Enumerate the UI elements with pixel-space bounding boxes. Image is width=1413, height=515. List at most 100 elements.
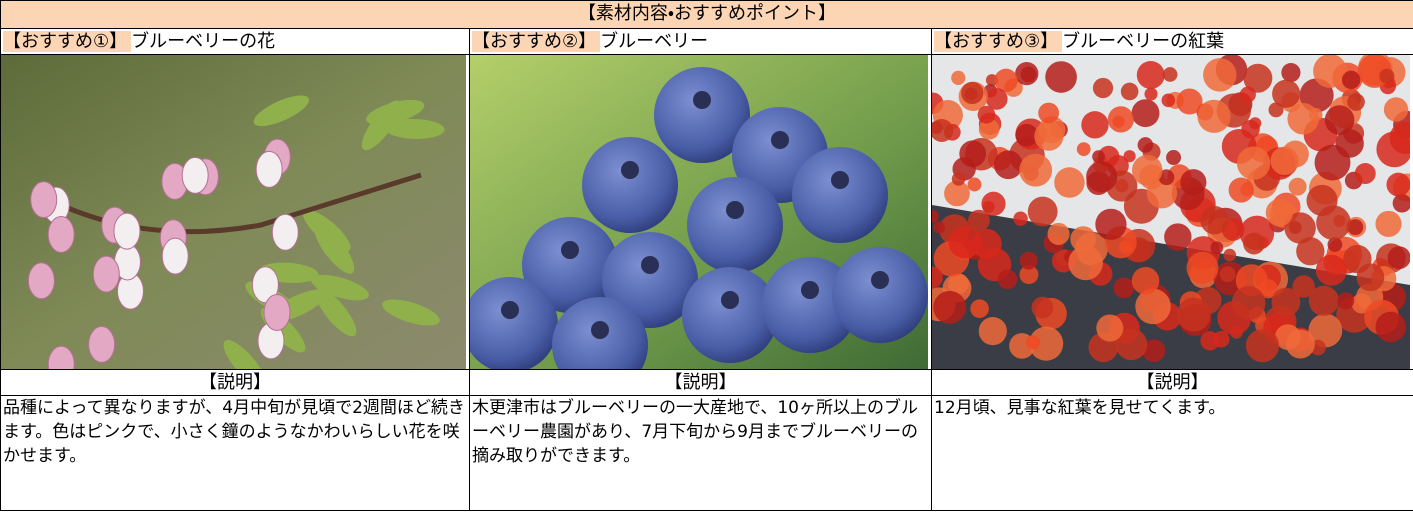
berry [687, 177, 783, 273]
foliage [1327, 237, 1343, 252]
foliage [1379, 68, 1395, 84]
column-title: 【おすすめ②】 ブルーベリー [469, 28, 932, 55]
foliage [1095, 208, 1127, 240]
blossom [181, 156, 209, 194]
foliage [1292, 275, 1315, 298]
leaf [361, 100, 401, 151]
foliage [933, 290, 967, 324]
foliage [1068, 245, 1103, 281]
foliage [1265, 198, 1294, 227]
berry [832, 247, 928, 343]
foliage [1200, 331, 1220, 351]
foliage [1020, 66, 1037, 83]
foliage [1045, 61, 1077, 93]
foliage [1158, 169, 1175, 186]
berry-crown [621, 161, 639, 179]
photo-cell [469, 54, 932, 370]
foliage [1137, 137, 1154, 153]
foliage [967, 177, 982, 192]
blossom [30, 181, 58, 219]
foliage [1324, 105, 1355, 135]
foliage [1249, 117, 1262, 130]
blossom [47, 215, 75, 253]
foliage [1176, 88, 1203, 115]
foliage [1296, 237, 1325, 266]
foliage [932, 118, 954, 143]
foliage [1135, 288, 1171, 325]
foliage [1131, 99, 1160, 128]
leaf [311, 274, 369, 301]
foliage [1243, 63, 1273, 93]
foliage [1245, 329, 1280, 363]
foliage [1034, 121, 1064, 151]
foliage [1274, 324, 1301, 350]
foliage [1271, 287, 1301, 317]
description: 品種によって異なりますが、4月中旬が見頃で2週間ほど続きます。色はピンクで、小さ… [0, 395, 470, 511]
foliage [1316, 205, 1351, 241]
foliage [948, 273, 969, 295]
foliage [1166, 150, 1182, 166]
berry [682, 267, 778, 363]
foliage [1281, 62, 1301, 83]
foliage [1375, 311, 1406, 343]
foliage [1231, 286, 1266, 320]
foliage [1161, 93, 1176, 108]
foliage [1019, 251, 1038, 270]
foliage [1164, 223, 1192, 251]
foliage [1219, 266, 1236, 283]
foliage [932, 209, 939, 223]
foliage [994, 68, 1018, 93]
foliage [985, 88, 1008, 110]
foliage [1389, 121, 1410, 155]
photo-cell [0, 54, 470, 370]
foliage [981, 191, 1006, 216]
foliage [1019, 153, 1053, 187]
berry-crown [561, 241, 579, 259]
title: ブルーベリー [600, 31, 709, 52]
foliage [1308, 313, 1343, 348]
berry [470, 277, 558, 369]
foliage [961, 81, 984, 105]
foliage [1027, 196, 1058, 227]
foliage [1113, 277, 1135, 299]
berry-crown [721, 291, 739, 309]
foliage [1029, 326, 1064, 361]
foliage [1341, 70, 1361, 90]
caption: 【説明】 [469, 369, 932, 396]
berry-crown [871, 271, 889, 289]
foliage [1387, 246, 1410, 270]
column-title: 【おすすめ①】 ブルーベリーの花 [0, 28, 470, 55]
foliage [1031, 296, 1054, 319]
foliage [1203, 58, 1237, 92]
foliage [1197, 99, 1231, 133]
foliage [1115, 328, 1148, 361]
berry-crown [693, 91, 711, 109]
foliage [978, 118, 1000, 140]
foliage [1054, 167, 1085, 198]
blossom [47, 345, 75, 369]
foliage [1142, 339, 1166, 363]
leaf [382, 299, 440, 326]
berry-crown [641, 256, 659, 274]
berry [792, 147, 888, 243]
foliage [1386, 172, 1410, 197]
berry-crown [726, 201, 744, 219]
foliage [1120, 82, 1139, 101]
foliage [1081, 111, 1109, 139]
foliage [951, 70, 966, 85]
foliage [1287, 103, 1319, 135]
foliage [1356, 263, 1385, 292]
foliage [1146, 177, 1178, 209]
berry [582, 137, 678, 233]
foliage [1047, 222, 1070, 245]
foliage [1243, 232, 1265, 255]
blossom [88, 325, 116, 363]
foliage [1354, 163, 1376, 184]
foliage [932, 221, 945, 234]
autumn-photo [932, 55, 1410, 369]
foliage [970, 299, 989, 318]
foliage [1270, 146, 1299, 176]
blossom [113, 212, 141, 250]
foliage [1284, 212, 1316, 244]
